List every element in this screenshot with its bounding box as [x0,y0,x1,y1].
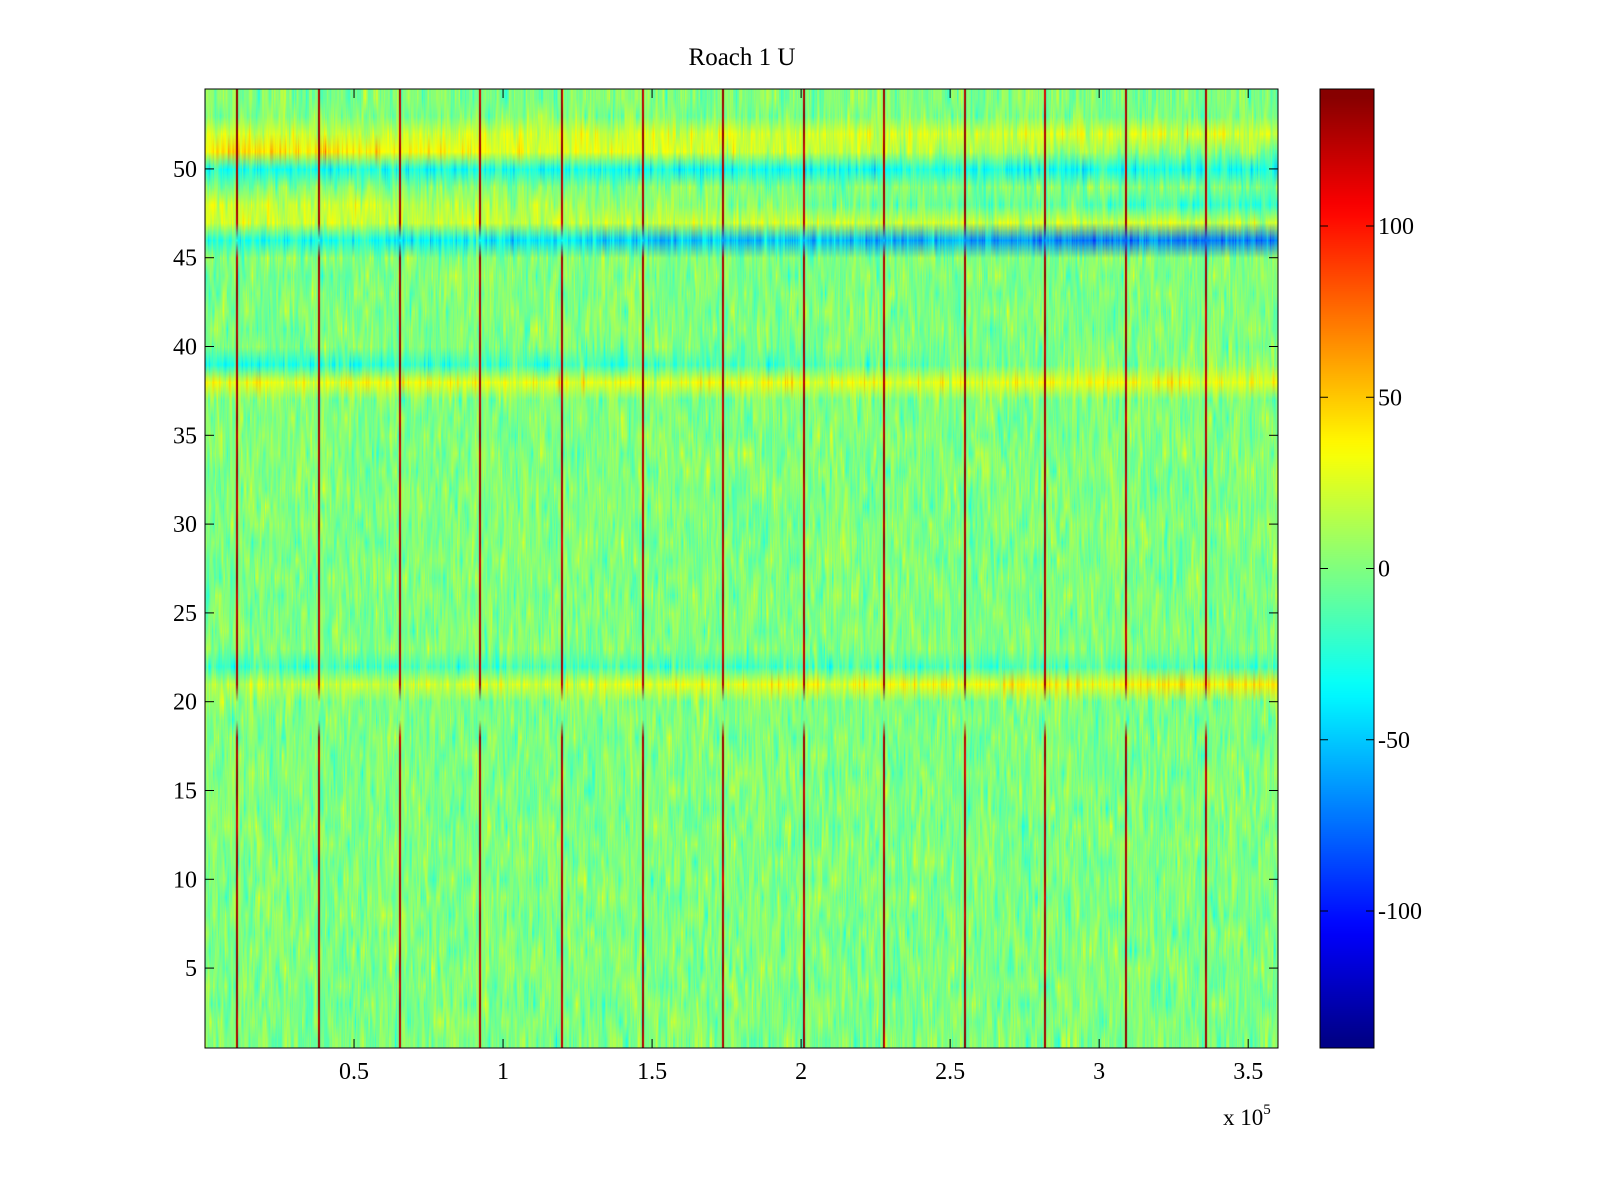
plot-frame [204,88,1279,1049]
x-tick-label: 3.5 [1233,1059,1263,1085]
colorbar-tick-label: -100 [1378,899,1422,925]
colorbar-gradient [1320,89,1374,1048]
x-tick-label: 2 [795,1059,807,1085]
x-scale-multiplier: x 105 [1223,1102,1271,1130]
colorbar-tick-label: -50 [1378,728,1410,754]
y-tick-label: 20 [173,690,197,716]
y-tick-label: 30 [173,512,197,538]
heatmap-cells [205,89,1278,1048]
heatmap-plot-area [204,88,1279,1049]
x-scale-exponent: 5 [1263,1102,1271,1118]
y-tick-label: 35 [173,423,197,449]
colorbar-tick-label: 50 [1378,385,1402,411]
x-scale-prefix: x 10 [1223,1105,1263,1130]
x-tick-label: 3 [1093,1059,1105,1085]
x-tick-label: 0.5 [339,1059,369,1085]
x-axis: 0.5 1 1.5 2 2.5 3 3.5 [339,89,1263,1085]
y-tick-label: 45 [173,246,197,272]
y-tick-label: 10 [173,867,197,893]
y-tick-label: 50 [173,157,197,183]
chart-title: Roach 1 U [689,44,796,71]
x-tick-label: 2.5 [935,1059,965,1085]
y-tick-label: 25 [173,601,197,627]
colorbar-ticks: -100 -50 0 50 100 [1320,214,1422,925]
colorbar-tick-label: 0 [1378,557,1390,583]
x-tick-label: 1.5 [637,1059,667,1085]
y-tick-label: 40 [173,335,197,361]
y-tick-label: 5 [185,956,197,982]
colorbar: -100 -50 0 50 100 [1319,88,1422,1049]
y-tick-label: 15 [173,778,197,804]
y-axis: 5 10 15 20 25 30 35 40 45 50 [173,157,1278,982]
x-tick-label: 1 [497,1059,509,1085]
colorbar-tick-label: 100 [1378,214,1414,240]
